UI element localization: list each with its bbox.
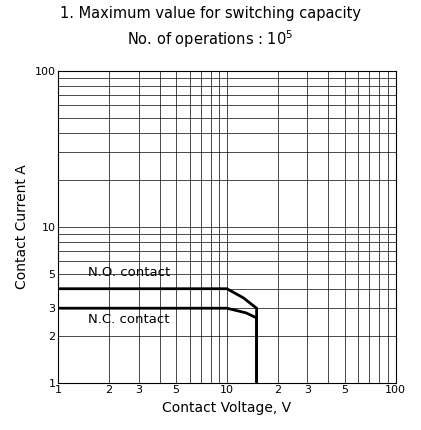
Text: N.O. contact: N.O. contact (88, 266, 170, 280)
Text: N.C. contact: N.C. contact (88, 313, 170, 326)
X-axis label: Contact Voltage, V: Contact Voltage, V (163, 401, 291, 415)
Text: 1. Maximum value for switching capacity: 1. Maximum value for switching capacity (60, 6, 361, 22)
Text: No. of operations : 10$^{5}$: No. of operations : 10$^{5}$ (127, 28, 294, 49)
Y-axis label: Contact Current A: Contact Current A (15, 164, 29, 289)
